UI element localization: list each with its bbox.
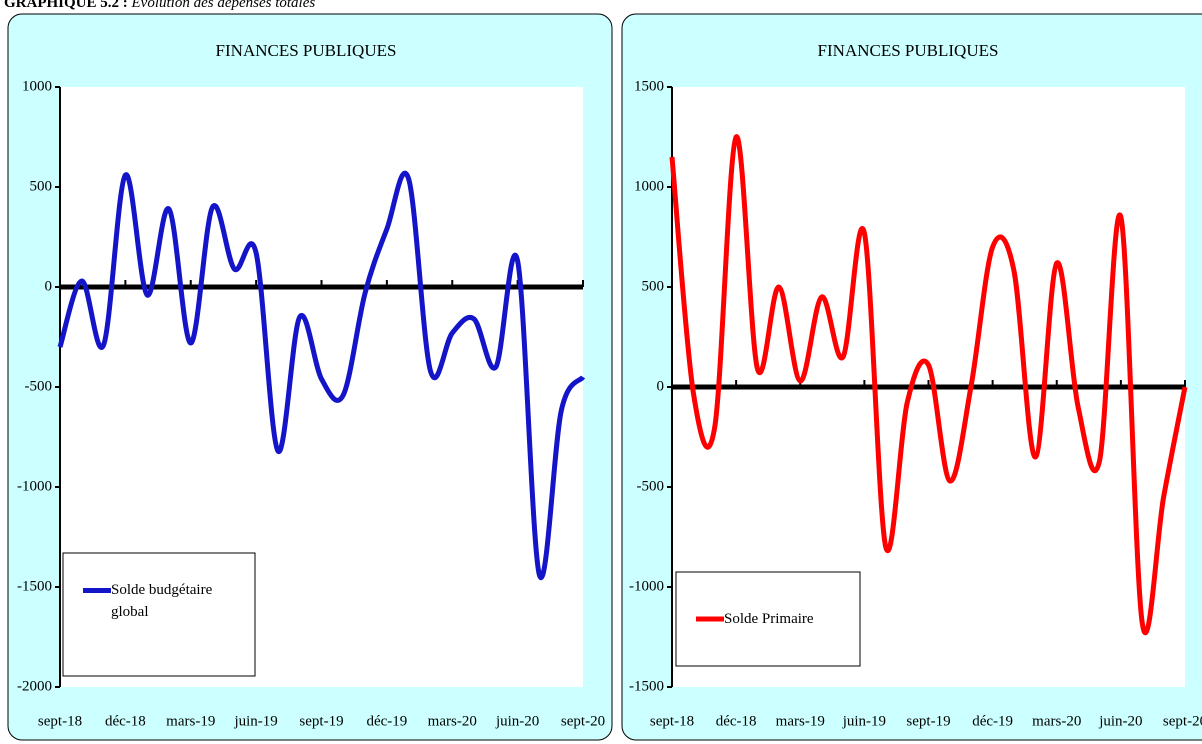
- y-tick-label: -2000: [17, 678, 52, 694]
- x-tick-label: mars-20: [428, 713, 477, 729]
- x-tick-label: déc-18: [105, 713, 146, 729]
- y-tick-label: 1000: [634, 178, 664, 194]
- x-tick-label: mars-19: [166, 713, 215, 729]
- y-tick-label: 500: [642, 278, 665, 294]
- x-tick-label: juin-19: [233, 713, 277, 729]
- y-tick-label: 0: [657, 378, 665, 394]
- line: [57, 170, 586, 581]
- legend-label: Solde budgétaire global: [111, 581, 213, 620]
- header-label: GRAPHIQUE 5.2 :: [4, 0, 128, 11]
- y-tick-label: 1500: [634, 78, 664, 94]
- legend-box: [62, 552, 256, 677]
- x-tick-label: sept-19: [906, 713, 950, 729]
- x-tick-label: sept-18: [38, 713, 82, 729]
- header-text: Evolution des dépenses totales: [131, 0, 316, 11]
- chart-title: FINANCES PUBLIQUES: [818, 41, 999, 60]
- x-tick-label: juin-20: [1098, 713, 1142, 729]
- y-tick-label: -500: [637, 478, 665, 494]
- x-tick-label: mars-20: [1032, 713, 1081, 729]
- legend-entry: Solde Primaire: [724, 611, 814, 627]
- y-tick-label: 0: [45, 278, 53, 294]
- line: [669, 134, 1188, 636]
- x-tick-label: déc-19: [366, 713, 407, 729]
- legend-entry: Solde budgétaire global: [111, 581, 213, 620]
- y-tick-label: -1500: [629, 678, 664, 694]
- y-tick-label: 500: [30, 178, 53, 194]
- x-tick-label: sept-18: [650, 713, 694, 729]
- x-tick-label: déc-19: [972, 713, 1013, 729]
- header: GRAPHIQUE 5.2 : Evolution des dépenses t…: [4, 0, 315, 11]
- x-tick-label: sept-20: [1163, 713, 1202, 729]
- x-tick-label: sept-20: [561, 713, 605, 729]
- x-tick-label: déc-18: [716, 713, 757, 729]
- y-tick-label: -1000: [629, 578, 664, 594]
- chart-title: FINANCES PUBLIQUES: [216, 41, 397, 60]
- y-tick-label: 1000: [22, 78, 52, 94]
- x-tick-label: juin-19: [842, 713, 886, 729]
- x-tick-label: juin-20: [495, 713, 539, 729]
- x-tick-label: mars-19: [776, 713, 825, 729]
- y-tick-label: -1000: [17, 478, 52, 494]
- y-tick-label: -500: [25, 378, 53, 394]
- legend-label: Solde Primaire: [724, 611, 814, 627]
- y-tick-label: -1500: [17, 578, 52, 594]
- x-tick-label: sept-19: [299, 713, 343, 729]
